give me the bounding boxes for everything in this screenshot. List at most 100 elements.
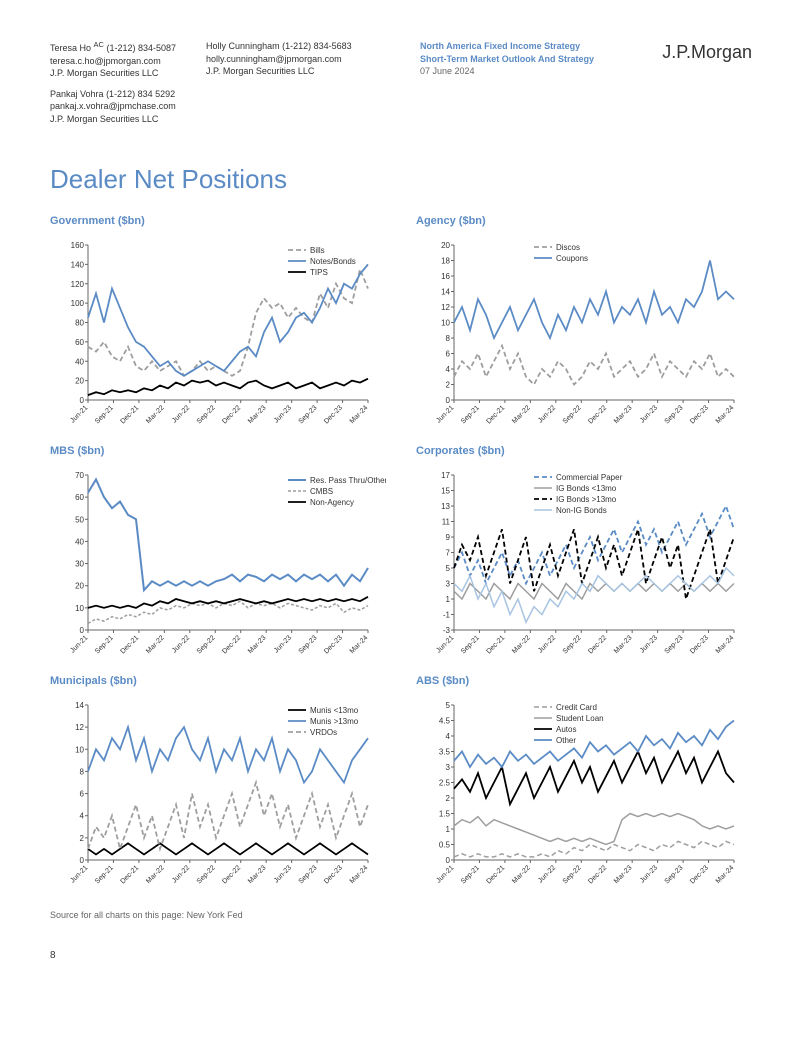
svg-text:Mar-23: Mar-23 [247, 634, 268, 655]
svg-text:Commercial Paper: Commercial Paper [556, 473, 623, 482]
svg-text:Sep-23: Sep-23 [664, 864, 685, 885]
svg-text:50: 50 [75, 515, 84, 524]
svg-text:60: 60 [75, 493, 84, 502]
svg-text:TIPS: TIPS [310, 268, 328, 277]
svg-text:2: 2 [80, 833, 85, 842]
svg-text:Jun-22: Jun-22 [171, 634, 191, 654]
chart-svg: 00.511.522.533.544.55Jun-21Sep-21Dec-21M… [416, 695, 752, 895]
svg-text:Jun-23: Jun-23 [273, 634, 293, 654]
svg-text:10: 10 [441, 318, 450, 327]
svg-text:Dec-23: Dec-23 [689, 864, 710, 885]
svg-text:Bills: Bills [310, 246, 325, 255]
svg-text:Jun-21: Jun-21 [69, 864, 89, 884]
svg-text:Jun-22: Jun-22 [537, 404, 557, 424]
page-number: 8 [50, 950, 752, 961]
svg-text:12: 12 [75, 723, 84, 732]
svg-text:0: 0 [446, 856, 451, 865]
author-firm: J.P. Morgan Securities LLC [50, 113, 176, 126]
svg-text:Sep-21: Sep-21 [460, 864, 481, 885]
author-name: Holly Cunningham [206, 41, 280, 51]
chart-svg: 020406080100120140160Jun-21Sep-21Dec-21M… [50, 235, 386, 435]
svg-text:Sep-23: Sep-23 [298, 864, 319, 885]
svg-text:Non-IG Bonds: Non-IG Bonds [556, 506, 607, 515]
svg-text:Sep-22: Sep-22 [196, 634, 217, 655]
svg-text:Jun-21: Jun-21 [435, 404, 455, 424]
svg-text:3.5: 3.5 [439, 747, 451, 756]
svg-text:Dec-21: Dec-21 [119, 634, 140, 655]
svg-text:30: 30 [75, 559, 84, 568]
author-email: holly.cunningham@jpmorgan.com [206, 53, 352, 66]
svg-text:Jun-23: Jun-23 [639, 634, 659, 654]
chart-title: MBS ($bn) [50, 445, 386, 457]
svg-text:Autos: Autos [556, 725, 576, 734]
svg-text:0: 0 [80, 626, 85, 635]
svg-text:Jun-22: Jun-22 [537, 864, 557, 884]
svg-text:14: 14 [441, 287, 450, 296]
source-note: Source for all charts on this page: New … [50, 910, 752, 920]
svg-text:-1: -1 [443, 610, 451, 619]
svg-text:20: 20 [75, 581, 84, 590]
svg-text:Mar-23: Mar-23 [613, 404, 634, 425]
author-email: teresa.c.ho@jpmorgan.com [50, 55, 176, 68]
svg-text:0.5: 0.5 [439, 840, 451, 849]
svg-text:Mar-22: Mar-22 [145, 404, 166, 425]
svg-text:Mar-23: Mar-23 [247, 404, 268, 425]
svg-text:Dec-22: Dec-22 [221, 404, 242, 425]
svg-text:60: 60 [75, 337, 84, 346]
svg-text:Mar-23: Mar-23 [247, 864, 268, 885]
doc-meta: North America Fixed Income Strategy Shor… [420, 40, 594, 134]
svg-text:Mar-23: Mar-23 [613, 634, 634, 655]
svg-text:CMBS: CMBS [310, 487, 333, 496]
chart-title: Agency ($bn) [416, 215, 752, 227]
svg-text:5: 5 [446, 564, 451, 573]
svg-text:Dec-21: Dec-21 [485, 864, 506, 885]
svg-text:Sep-22: Sep-22 [562, 864, 583, 885]
svg-text:Sep-21: Sep-21 [460, 634, 481, 655]
svg-text:Dec-21: Dec-21 [485, 404, 506, 425]
svg-text:Sep-21: Sep-21 [460, 404, 481, 425]
author-firm: J.P. Morgan Securities LLC [206, 65, 352, 78]
author-sup: AC [94, 40, 104, 49]
svg-text:Munis <13mo: Munis <13mo [310, 706, 359, 715]
svg-text:Mar-22: Mar-22 [145, 634, 166, 655]
svg-text:Jun-23: Jun-23 [639, 404, 659, 424]
svg-text:Jun-23: Jun-23 [273, 864, 293, 884]
svg-text:0: 0 [80, 396, 85, 405]
svg-text:Sep-21: Sep-21 [94, 634, 115, 655]
svg-text:10: 10 [75, 745, 84, 754]
svg-text:Mar-22: Mar-22 [511, 864, 532, 885]
svg-text:1: 1 [446, 595, 451, 604]
svg-text:Res. Pass Thru/Other: Res. Pass Thru/Other [310, 476, 386, 485]
svg-text:Dec-22: Dec-22 [587, 404, 608, 425]
svg-text:Munis >13mo: Munis >13mo [310, 717, 359, 726]
svg-text:17: 17 [441, 471, 450, 480]
svg-text:Dec-22: Dec-22 [221, 634, 242, 655]
svg-text:IG Bonds <13mo: IG Bonds <13mo [556, 484, 617, 493]
jpmorgan-logo: J.P.Morgan [662, 40, 752, 134]
svg-text:Mar-22: Mar-22 [145, 864, 166, 885]
chart-title: Corporates ($bn) [416, 445, 752, 457]
svg-text:Sep-22: Sep-22 [562, 404, 583, 425]
svg-text:4: 4 [446, 365, 451, 374]
svg-text:8: 8 [80, 767, 85, 776]
svg-text:Mar-22: Mar-22 [511, 404, 532, 425]
svg-text:Dec-21: Dec-21 [485, 634, 506, 655]
authors-block: Teresa Ho AC (1-212) 834-5087 teresa.c.h… [50, 40, 352, 134]
svg-text:Jun-22: Jun-22 [171, 864, 191, 884]
svg-text:Mar-24: Mar-24 [715, 634, 736, 655]
svg-text:Dec-23: Dec-23 [323, 864, 344, 885]
svg-text:16: 16 [441, 272, 450, 281]
svg-text:1.5: 1.5 [439, 809, 451, 818]
svg-text:Sep-21: Sep-21 [94, 404, 115, 425]
svg-text:Sep-22: Sep-22 [196, 404, 217, 425]
svg-text:Discos: Discos [556, 243, 580, 252]
svg-text:80: 80 [75, 318, 84, 327]
svg-text:140: 140 [71, 260, 85, 269]
svg-text:Dec-23: Dec-23 [689, 404, 710, 425]
chart-title: ABS ($bn) [416, 675, 752, 687]
svg-text:Jun-21: Jun-21 [69, 634, 89, 654]
svg-text:Jun-23: Jun-23 [273, 404, 293, 424]
svg-text:4.5: 4.5 [439, 716, 451, 725]
svg-text:Dec-22: Dec-22 [587, 864, 608, 885]
chart-title: Government ($bn) [50, 215, 386, 227]
